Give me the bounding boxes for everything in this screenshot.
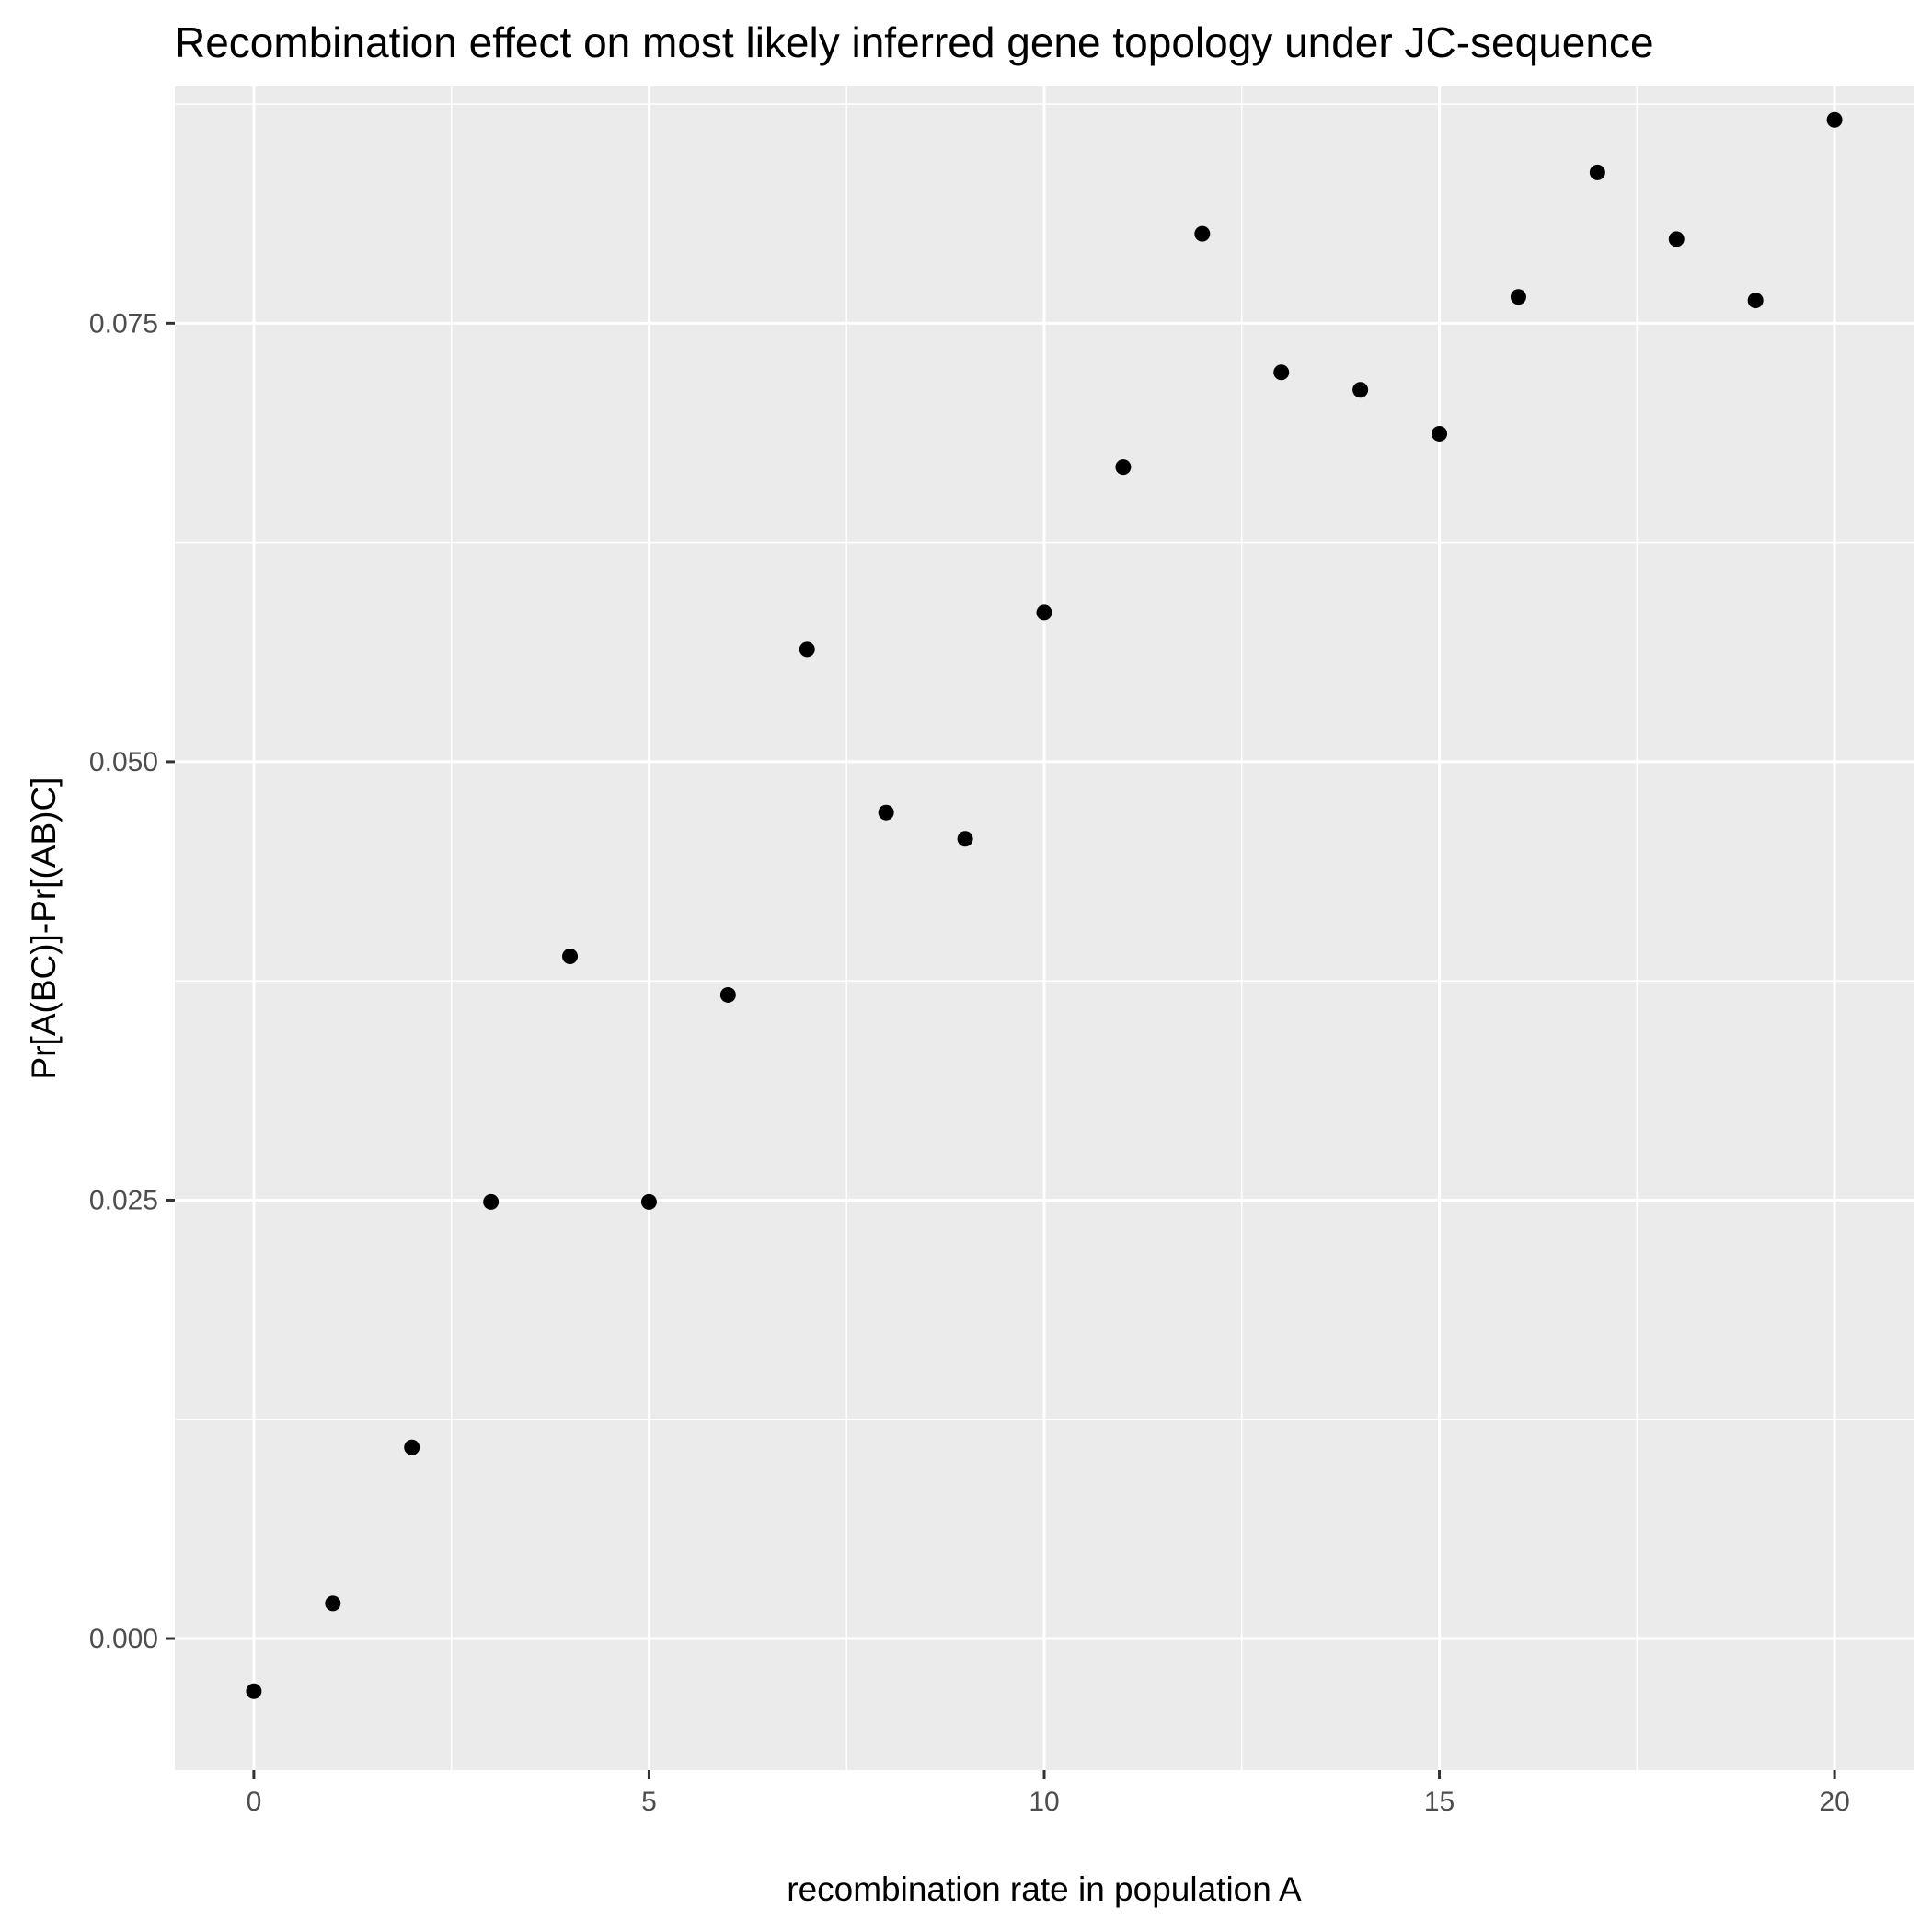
x-axis-title: recombination rate in population A [787,1870,1302,1908]
x-tick-label: 10 [1029,1787,1059,1817]
y-axis: 0.000 0.025 0.050 0.075 [89,308,175,1654]
y-tick-label: 0.050 [89,747,158,777]
data-point [404,1439,420,1455]
data-point [1036,604,1052,621]
x-tick-label: 15 [1424,1787,1455,1817]
y-axis-title: Pr[A(BC)]-Pr[(AB)C] [25,777,63,1080]
data-point [1194,225,1211,242]
y-tick-label: 0.000 [89,1624,158,1654]
data-point [1668,231,1685,247]
y-tick-label: 0.025 [89,1185,158,1215]
x-tick-label: 5 [641,1787,657,1817]
data-point [562,949,579,964]
x-axis: 0 5 10 15 20 [247,1770,1850,1817]
data-point [1589,164,1605,180]
x-tick-label: 20 [1819,1787,1849,1817]
data-point [719,986,736,1003]
major-gridlines [175,86,1914,1770]
data-point [1115,459,1132,476]
data-point [1432,425,1448,442]
data-points [246,111,1843,1699]
data-point [640,1193,657,1210]
data-point [325,1595,341,1612]
data-point [1510,289,1526,305]
data-point [878,804,894,821]
data-point [1747,293,1764,309]
x-tick-label: 0 [247,1787,262,1817]
y-tick-label: 0.075 [89,308,158,339]
data-point [1273,364,1290,381]
data-point [246,1683,262,1699]
data-point [483,1193,500,1210]
data-point [799,641,815,658]
chart-title: Recombination effect on most likely infe… [175,18,1654,66]
data-point [1352,382,1369,398]
data-point [957,831,973,847]
data-point [1826,111,1843,128]
